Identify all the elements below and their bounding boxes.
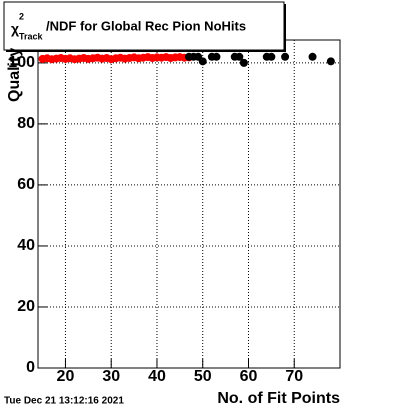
- frame: [37, 39, 341, 369]
- point: [267, 52, 276, 61]
- y-tick-label: 100: [8, 54, 35, 71]
- x-tick-label: 50: [194, 368, 212, 385]
- point: [235, 52, 244, 61]
- x-tick-label: 30: [102, 368, 120, 385]
- y-tick-label: 0: [26, 359, 35, 376]
- y-axis-label: Quality: [6, 48, 23, 102]
- timestamp: Tue Dec 21 13:12:16 2021: [4, 396, 124, 407]
- title-sub: Track: [19, 31, 44, 41]
- x-tick-label: 40: [148, 368, 166, 385]
- title-box: χ 2 Track /NDF for Global Rec Pion NoHit…: [3, 1, 286, 52]
- y-tick-label: 80: [17, 115, 35, 132]
- point: [239, 58, 248, 67]
- x-tick-label: 60: [240, 368, 258, 385]
- x-axis-label: No. of Fit Points: [217, 390, 340, 407]
- x-tick-label: 20: [57, 368, 75, 385]
- y-tick-label: 20: [17, 298, 35, 315]
- point: [198, 57, 207, 66]
- title-symbol: χ: [11, 21, 19, 37]
- y-tick-label: 60: [17, 176, 35, 193]
- point: [281, 52, 290, 61]
- x-tick-label: 70: [285, 368, 303, 385]
- point: [212, 52, 221, 61]
- y-tick-label: 40: [17, 237, 35, 254]
- point: [308, 52, 317, 61]
- title-sup: 2: [19, 11, 24, 21]
- point: [326, 57, 335, 66]
- chart-title: /NDF for Global Rec Pion NoHits: [46, 18, 246, 33]
